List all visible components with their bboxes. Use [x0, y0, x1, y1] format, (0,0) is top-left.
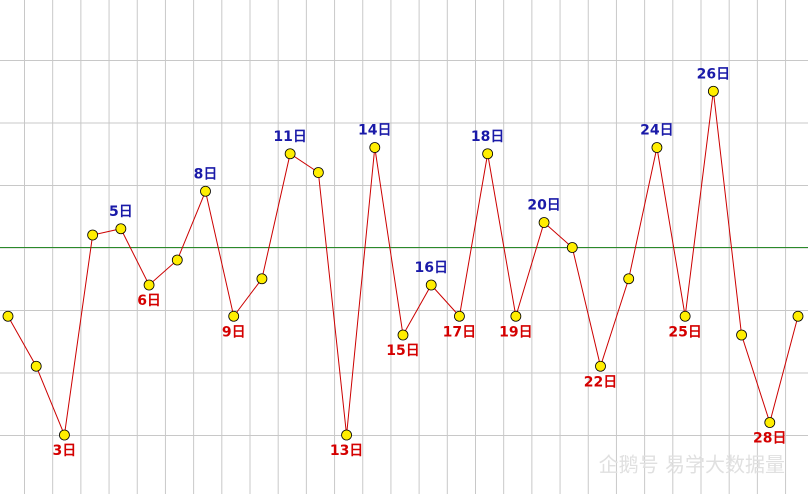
marker	[623, 273, 635, 285]
point-label: 8日	[194, 166, 218, 182]
marker	[115, 223, 127, 235]
marker	[425, 279, 437, 291]
point-label: 6日	[137, 293, 161, 309]
point-label: 3日	[53, 443, 77, 459]
point-label: 13日	[330, 443, 363, 459]
marker	[2, 310, 14, 322]
marker	[454, 310, 465, 322]
marker	[566, 242, 578, 253]
marker	[341, 429, 352, 441]
point-label: 28日	[753, 431, 786, 447]
marker	[736, 329, 747, 341]
point-label: 11日	[273, 129, 306, 145]
marker	[707, 85, 719, 97]
marker	[482, 148, 494, 160]
point-label: 26日	[697, 66, 730, 82]
marker	[651, 142, 663, 153]
watermark: 企鹅号 易学大数据量	[599, 453, 785, 477]
point-label: 14日	[358, 123, 391, 139]
marker	[369, 142, 381, 153]
marker	[284, 148, 296, 160]
marker	[143, 279, 155, 291]
point-label: 5日	[109, 204, 133, 220]
marker	[256, 273, 268, 285]
line	[7, 91, 799, 437]
marker	[510, 310, 522, 322]
marker	[30, 360, 42, 372]
marker	[764, 417, 776, 428]
marker	[87, 229, 99, 241]
point-label: 20日	[527, 198, 560, 214]
marker	[200, 185, 211, 197]
point-label: 18日	[471, 129, 504, 145]
marker	[59, 429, 70, 441]
marker	[792, 310, 804, 322]
point-label: 16日	[414, 260, 447, 276]
point-label: 19日	[499, 324, 532, 340]
point-label: 24日	[640, 123, 673, 139]
marker	[595, 360, 606, 372]
marker	[538, 217, 550, 228]
marker	[312, 167, 324, 178]
point-label: 22日	[584, 374, 617, 390]
marker	[397, 329, 409, 341]
point-label: 9日	[222, 324, 246, 340]
marker	[171, 254, 183, 266]
point-label: 17日	[443, 324, 476, 340]
marker	[228, 310, 240, 322]
marker	[679, 310, 691, 322]
point-label: 15日	[386, 343, 419, 359]
point-label: 25日	[668, 324, 701, 340]
